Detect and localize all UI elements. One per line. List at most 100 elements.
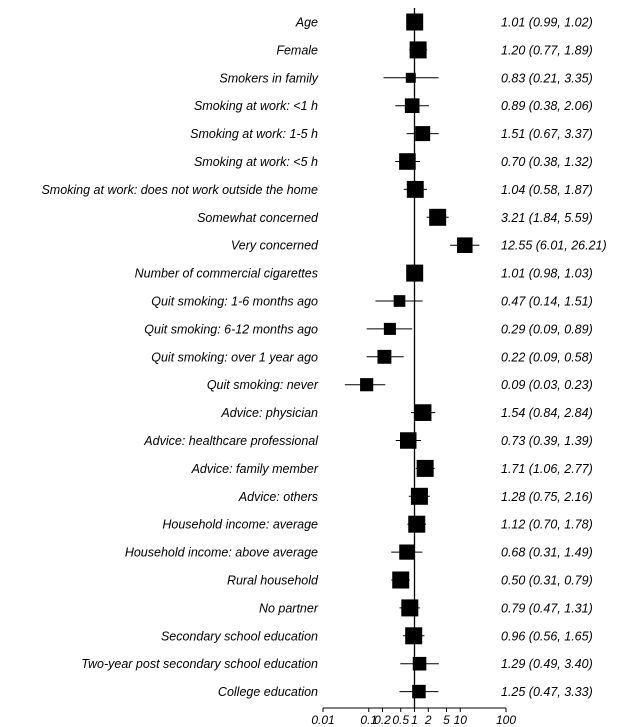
- forest-row: Very concerned 12.55 (6.01, 26.21): [231, 237, 607, 254]
- forest-row: Advice: family member 1.71 (1.06, 2.77): [191, 459, 593, 477]
- estimate-marker: [412, 684, 426, 699]
- estimate-marker: [399, 153, 416, 170]
- estimate-text: 1.01 (0.98, 1.03): [501, 267, 593, 281]
- forest-row: Quit smoking: 1-6 months ago 0.47 (0.14, …: [151, 295, 592, 309]
- forest-row: Female 1.20 (0.77, 1.89): [276, 41, 593, 59]
- forest-row: Advice: healthcare professional 0.73 (0.3…: [143, 432, 593, 449]
- row-label: Household income: above average: [125, 546, 318, 560]
- estimate-text: 3.21 (1.84, 5.59): [501, 211, 593, 225]
- estimate-text: 1.04 (0.58, 1.87): [501, 183, 593, 197]
- estimate-marker: [405, 72, 416, 83]
- estimate-text: 0.70 (0.38, 1.32): [501, 155, 593, 169]
- estimate-marker: [377, 349, 392, 364]
- x-axis: 0.01 0.10.2 0.5 1 2 5 10 100: [311, 707, 516, 727]
- row-label: Advice: physician: [220, 406, 318, 420]
- estimate-text: 1.51 (0.67, 3.37): [501, 127, 593, 141]
- row-label: Two-year post secondary school education: [81, 657, 318, 671]
- row-label: Number of commercial cigarettes: [135, 267, 318, 281]
- estimate-marker: [406, 264, 424, 282]
- estimate-text: 0.89 (0.38, 2.06): [501, 99, 593, 113]
- estimate-marker: [405, 627, 423, 645]
- forest-row: Two-year post secondary school education…: [81, 656, 593, 671]
- forest-row: Number of commercial cigarettes 1.01 (0.9…: [135, 264, 593, 282]
- forest-row: Household income: average 1.12 (0.70, 1.7…: [162, 515, 593, 533]
- row-label: Quit smoking: 6-12 months ago: [144, 322, 318, 336]
- forest-row: Smoking at work: <1 h 0.89 (0.38, 2.06): [194, 98, 593, 113]
- estimate-text: 1.20 (0.77, 1.89): [501, 43, 593, 57]
- row-label: Rural household: [227, 574, 319, 588]
- x-tick-label: 5: [443, 713, 450, 727]
- row-label: Quit smoking: never: [207, 378, 319, 392]
- estimate-text: 0.09 (0.03, 0.23): [501, 378, 593, 392]
- row-label: Smokers in family: [219, 71, 318, 85]
- row-label: Somewhat concerned: [197, 211, 319, 225]
- estimate-text: 0.29 (0.09, 0.89): [501, 322, 593, 336]
- estimate-text: 1.71 (1.06, 2.77): [501, 462, 593, 476]
- forest-row: Quit smoking: 6-12 months ago 0.29 (0.09,…: [144, 322, 592, 336]
- forest-row: Smoking at work: does not work outside t…: [41, 180, 593, 198]
- rows-layer: Age 1.01 (0.99, 1.02) Female 1.20 (0.77, 1.…: [41, 8, 607, 708]
- estimate-marker: [416, 459, 434, 477]
- x-tick-label: 0.1: [360, 713, 377, 727]
- row-label: Smoking at work: <1 h: [194, 99, 318, 113]
- row-label: Quit smoking: 1-6 months ago: [151, 295, 318, 309]
- row-label: Very concerned: [231, 239, 319, 253]
- estimate-marker: [400, 432, 417, 449]
- row-label: Advice: healthcare professional: [143, 434, 319, 448]
- estimate-text: 1.54 (0.84, 2.84): [501, 406, 593, 420]
- estimate-text: 0.83 (0.21, 3.35): [501, 71, 593, 85]
- estimate-text: 0.22 (0.09, 0.58): [501, 350, 593, 364]
- row-label: Advice: family member: [191, 462, 319, 476]
- row-label: Female: [276, 43, 318, 57]
- row-label: Smoking at work: 1-5 h: [190, 127, 318, 141]
- estimate-marker: [409, 41, 427, 59]
- row-label: Household income: average: [162, 518, 318, 532]
- estimate-text: 0.68 (0.31, 1.49): [501, 546, 593, 560]
- x-tick-label: 1: [411, 713, 418, 727]
- estimate-marker: [406, 180, 424, 198]
- forest-row: Quit smoking: over 1 year ago 0.22 (0.09,…: [151, 349, 593, 364]
- estimate-marker: [404, 98, 420, 114]
- row-label: Quit smoking: over 1 year ago: [151, 350, 318, 364]
- x-tick-label: 0.01: [311, 713, 334, 727]
- estimate-text: 0.79 (0.47, 1.31): [501, 601, 593, 615]
- estimate-marker: [406, 13, 424, 31]
- estimate-marker: [456, 237, 473, 254]
- estimate-text: 1.28 (0.75, 2.16): [501, 490, 593, 504]
- forest-row: Secondary school education 0.96 (0.56, 1.…: [161, 627, 593, 645]
- estimate-text: 12.55 (6.01, 26.21): [501, 239, 607, 253]
- estimate-text: 0.73 (0.39, 1.39): [501, 434, 593, 448]
- row-label: College education: [218, 685, 318, 699]
- x-tick-label: 2: [424, 713, 432, 727]
- estimate-text: 1.29 (0.49, 3.40): [501, 657, 593, 671]
- estimate-text: 1.25 (0.47, 3.33): [501, 685, 593, 699]
- estimate-marker: [360, 378, 374, 392]
- forest-row: No partner 0.79 (0.47, 1.31): [259, 599, 593, 617]
- x-tick-label: 100: [496, 713, 516, 727]
- estimate-marker: [410, 487, 428, 505]
- x-tick-label: 10: [454, 713, 468, 727]
- row-label: Age: [295, 16, 318, 30]
- estimate-marker: [393, 295, 406, 307]
- forest-row: Household income: above average 0.68 (0.3…: [125, 544, 593, 560]
- row-label: Advice: others: [238, 490, 318, 504]
- row-label: No partner: [259, 601, 319, 615]
- forest-row: Advice: others 1.28 (0.75, 2.16): [238, 487, 593, 505]
- forest-row: Somewhat concerned 3.21 (1.84, 5.59): [197, 208, 593, 226]
- estimate-text: 0.50 (0.31, 0.79): [501, 574, 593, 588]
- row-label: Smoking at work: does not work outside t…: [41, 183, 318, 197]
- forest-row: Smoking at work: <5 h 0.70 (0.38, 1.32): [194, 153, 593, 170]
- forest-row: Smoking at work: 1-5 h 1.51 (0.67, 3.37): [190, 126, 593, 141]
- forest-row: Age 1.01 (0.99, 1.02): [295, 13, 593, 31]
- estimate-marker: [399, 544, 415, 560]
- estimate-marker: [412, 656, 427, 671]
- forest-row: Rural household 0.50 (0.31, 0.79): [227, 571, 593, 589]
- x-tick-label: 0.2: [374, 713, 391, 727]
- estimate-marker: [383, 322, 396, 335]
- estimate-text: 1.01 (0.99, 1.02): [501, 16, 593, 30]
- estimate-marker: [415, 126, 431, 142]
- forest-row: Advice: physician 1.54 (0.84, 2.84): [220, 404, 593, 421]
- estimate-marker: [429, 208, 447, 226]
- estimate-text: 0.47 (0.14, 1.51): [501, 295, 593, 309]
